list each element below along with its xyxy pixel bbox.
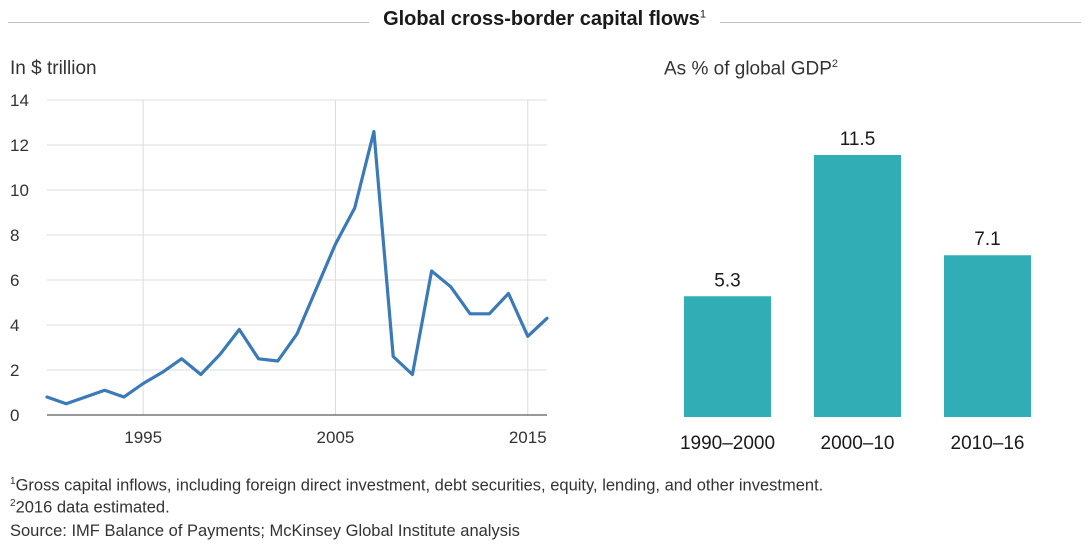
y-tick-label: 8 [10,226,19,245]
bar-subtitle-footnote-mark: 2 [831,58,839,70]
title-row: Global cross-border capital flows1 [0,8,1089,36]
series-line [45,129,549,406]
chart-title: Global cross-border capital flows1 [0,8,1089,31]
bar-category-label: 2000–10 [821,433,895,454]
y-tick-label: 14 [10,91,29,110]
bar-category-label: 2010–16 [951,433,1025,454]
footnote-1: 1Gross capital inflows, including foreig… [10,476,823,496]
x-tick-label: 2015 [509,428,547,447]
x-tick-label: 1995 [124,428,162,447]
bar-value-label: 7.1 [974,229,1000,250]
y-tick-label: 4 [10,316,19,335]
bar [684,296,771,417]
bar [814,155,901,417]
footnote-2-mark: 2 [10,498,16,509]
footnote-2-text: 2016 data estimated. [15,498,170,517]
bar-chart: 5.3 1990–2000 11.5 2000–10 7.1 2010–16 [680,129,1031,454]
bar [944,255,1031,417]
x-tick-label: 2005 [317,428,355,447]
bar-value-label: 5.3 [714,270,740,291]
y-tick-label: 0 [10,406,19,425]
line-chart: 0 2 4 6 8 10 12 14 1995 2005 2015 [10,91,549,447]
y-tick-label: 6 [10,271,19,290]
footnote-2: 22016 data estimated. [10,498,170,518]
bar-chart-subtitle: As % of global GDP2 [664,58,838,80]
chart-title-text: Global cross-border capital flows [383,8,700,30]
bar-value-label: 11.5 [840,129,876,150]
source-note: Source: IMF Balance of Payments; McKinse… [10,522,520,540]
bar-category-label: 1990–2000 [680,433,775,454]
line-chart-unit-label: In $ trillion [10,58,97,79]
y-tick-label: 2 [10,361,19,380]
footnote-1-mark: 1 [10,476,16,487]
title-footnote-mark: 1 [699,8,706,21]
footnote-1-text: Gross capital inflows, including foreign… [15,476,824,495]
y-tick-label: 10 [10,181,29,200]
y-tick-label: 12 [10,136,29,155]
bar-chart-subtitle-text: As % of global GDP [664,58,832,80]
